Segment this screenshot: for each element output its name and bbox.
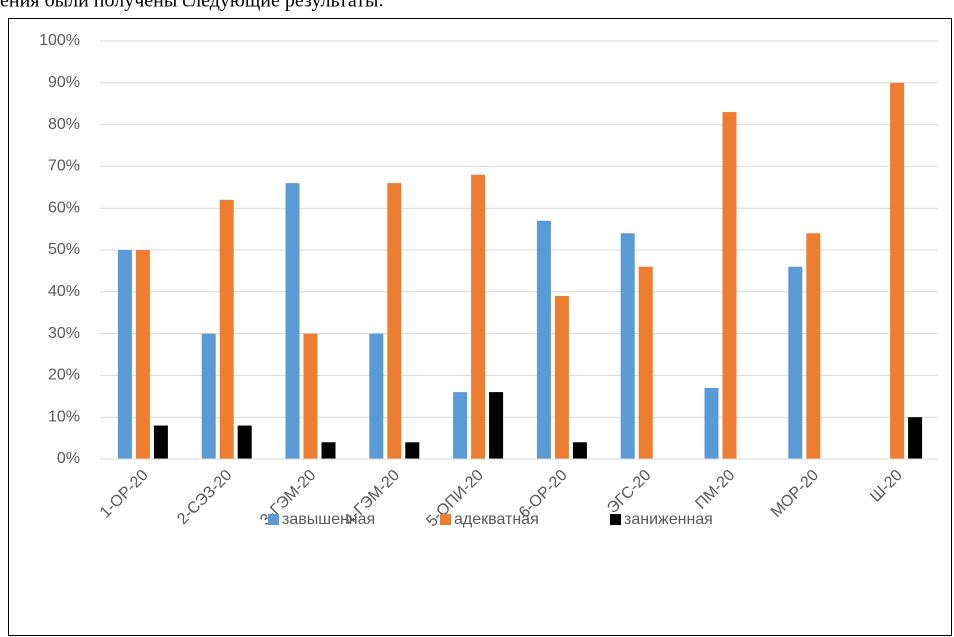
- y-tick-label: 0%: [57, 450, 80, 467]
- bar: [554, 295, 569, 459]
- bar: [453, 392, 468, 459]
- bar: [620, 233, 635, 459]
- bar: [135, 250, 150, 459]
- bar: [237, 425, 252, 459]
- bar: [219, 199, 234, 459]
- y-tick-label: 30%: [48, 325, 80, 342]
- bar: [572, 442, 587, 459]
- y-tick-label: 40%: [48, 283, 80, 300]
- bar: [153, 425, 168, 459]
- legend-swatch: [610, 514, 621, 525]
- bar: [908, 417, 923, 459]
- legend-label: адекватная: [454, 511, 539, 528]
- bar: [387, 183, 402, 459]
- bar: [321, 442, 336, 459]
- y-tick-label: 80%: [48, 116, 80, 133]
- bar: [536, 220, 551, 459]
- bar: [638, 266, 653, 459]
- y-tick-label: 90%: [48, 74, 80, 91]
- legend-label: заниженная: [624, 511, 713, 528]
- bar: [201, 333, 216, 459]
- bar: [722, 112, 737, 459]
- bar: [303, 333, 318, 459]
- bar: [117, 250, 132, 459]
- bar: [806, 233, 821, 459]
- bar: [369, 333, 384, 459]
- bar: [489, 392, 504, 459]
- y-tick-label: 60%: [48, 199, 80, 216]
- bar: [285, 183, 300, 459]
- bar: [788, 266, 803, 459]
- y-tick-label: 50%: [48, 241, 80, 258]
- y-tick-label: 70%: [48, 158, 80, 175]
- bar: [405, 442, 420, 459]
- legend-swatch: [268, 514, 279, 525]
- bar: [890, 82, 905, 460]
- legend-swatch: [440, 514, 451, 525]
- legend-label: завышенная: [282, 511, 375, 528]
- y-tick-label: 20%: [48, 367, 80, 384]
- bar: [704, 387, 719, 459]
- bar: [471, 174, 486, 459]
- y-tick-label: 100%: [39, 32, 80, 49]
- document-text: ения были получены следующие результаты:: [0, 0, 384, 12]
- y-tick-label: 10%: [48, 408, 80, 425]
